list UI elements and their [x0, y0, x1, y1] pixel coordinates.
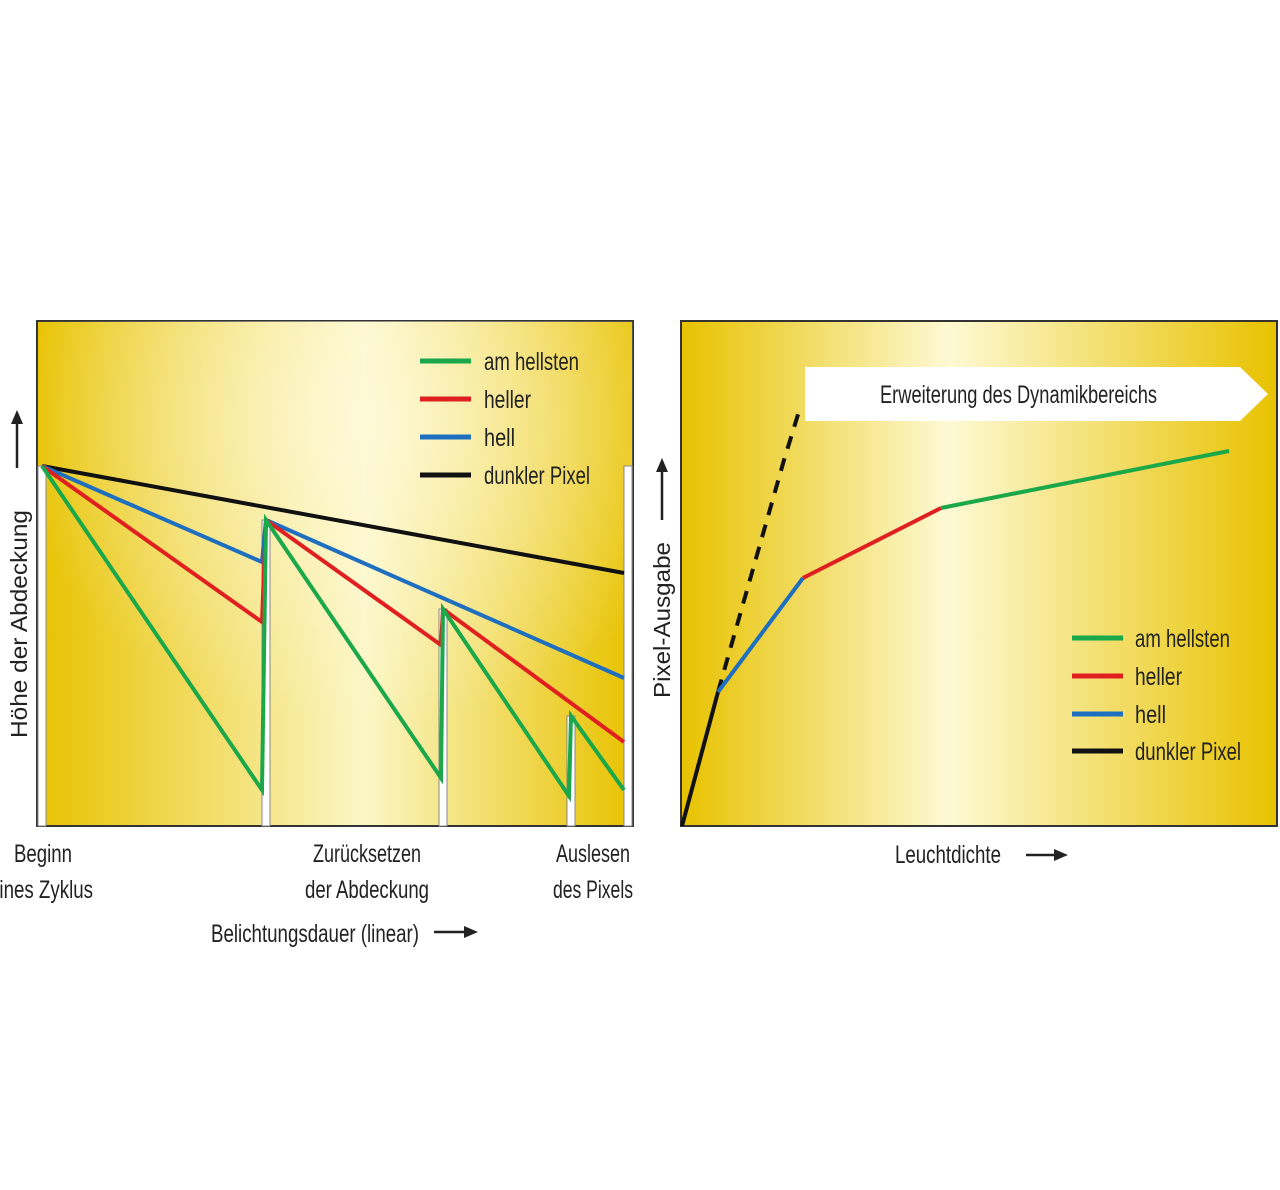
readout-bar: [623, 465, 633, 827]
right-x-axis-label: Leuchtdichte: [895, 841, 1001, 869]
left-y-axis-arrow-icon: [11, 410, 23, 468]
left-panel-glow: [37, 321, 633, 826]
marker-start-line1: Beginn: [14, 840, 72, 868]
left-y-axis-label: Höhe der Abdeckung: [6, 510, 32, 738]
right-y-axis-label: Pixel-Ausgabe: [649, 542, 675, 698]
marker-readout-line1: Auslesen: [556, 840, 630, 868]
legend-label-am-hellsten: am hellsten: [484, 348, 579, 376]
curve-heller: [40, 464, 626, 744]
left-panel: am hellsten heller hell dunkler Pixel Hö…: [0, 320, 634, 948]
marker-readout-line2: des Pixels: [553, 876, 633, 904]
legend-label-dunkler-pixel: dunkler Pixel: [484, 462, 590, 490]
legend-label-heller: heller: [484, 386, 531, 414]
right-y-axis-arrow-icon: [656, 458, 668, 520]
legend-label-am-hellsten: am hellsten: [1135, 625, 1230, 653]
legend-label-hell: hell: [484, 424, 515, 452]
dynamic-range-banner-label: Erweiterung des Dynamikbereichs: [880, 381, 1157, 409]
curve-am-hellsten: [40, 464, 626, 803]
left-legend: am hellsten heller hell dunkler Pixel: [420, 348, 590, 490]
response-extension-dashed: [716, 407, 802, 693]
marker-reset-line1: Zurücksetzen: [313, 840, 421, 868]
left-x-axis-label: Belichtungsdauer (linear): [211, 920, 419, 948]
curve-dunkler-pixel: [41, 464, 625, 575]
response-hell: [716, 576, 805, 694]
right-legend: am hellsten heller hell dunkler Pixel: [1072, 625, 1241, 766]
dynamic-range-banner-arrow: [805, 367, 1268, 421]
marker-start-line2: eines Zyklus: [0, 876, 93, 904]
marker-reset-line2: der Abdeckung: [305, 876, 429, 904]
start-bar: [37, 465, 47, 827]
legend-label-dunkler-pixel: dunkler Pixel: [1135, 738, 1241, 766]
legend-label-heller: heller: [1135, 663, 1182, 691]
response-am-hellsten: [940, 449, 1230, 510]
response-heller: [802, 506, 942, 580]
right-x-axis-arrow-icon: [1026, 849, 1068, 861]
right-panel: Erweiterung des Dynamikbereichs am hells…: [649, 320, 1278, 869]
legend-label-hell: hell: [1135, 701, 1166, 729]
left-x-axis-arrow-icon: [434, 926, 478, 938]
response-dunkler-pixel: [680, 691, 720, 827]
